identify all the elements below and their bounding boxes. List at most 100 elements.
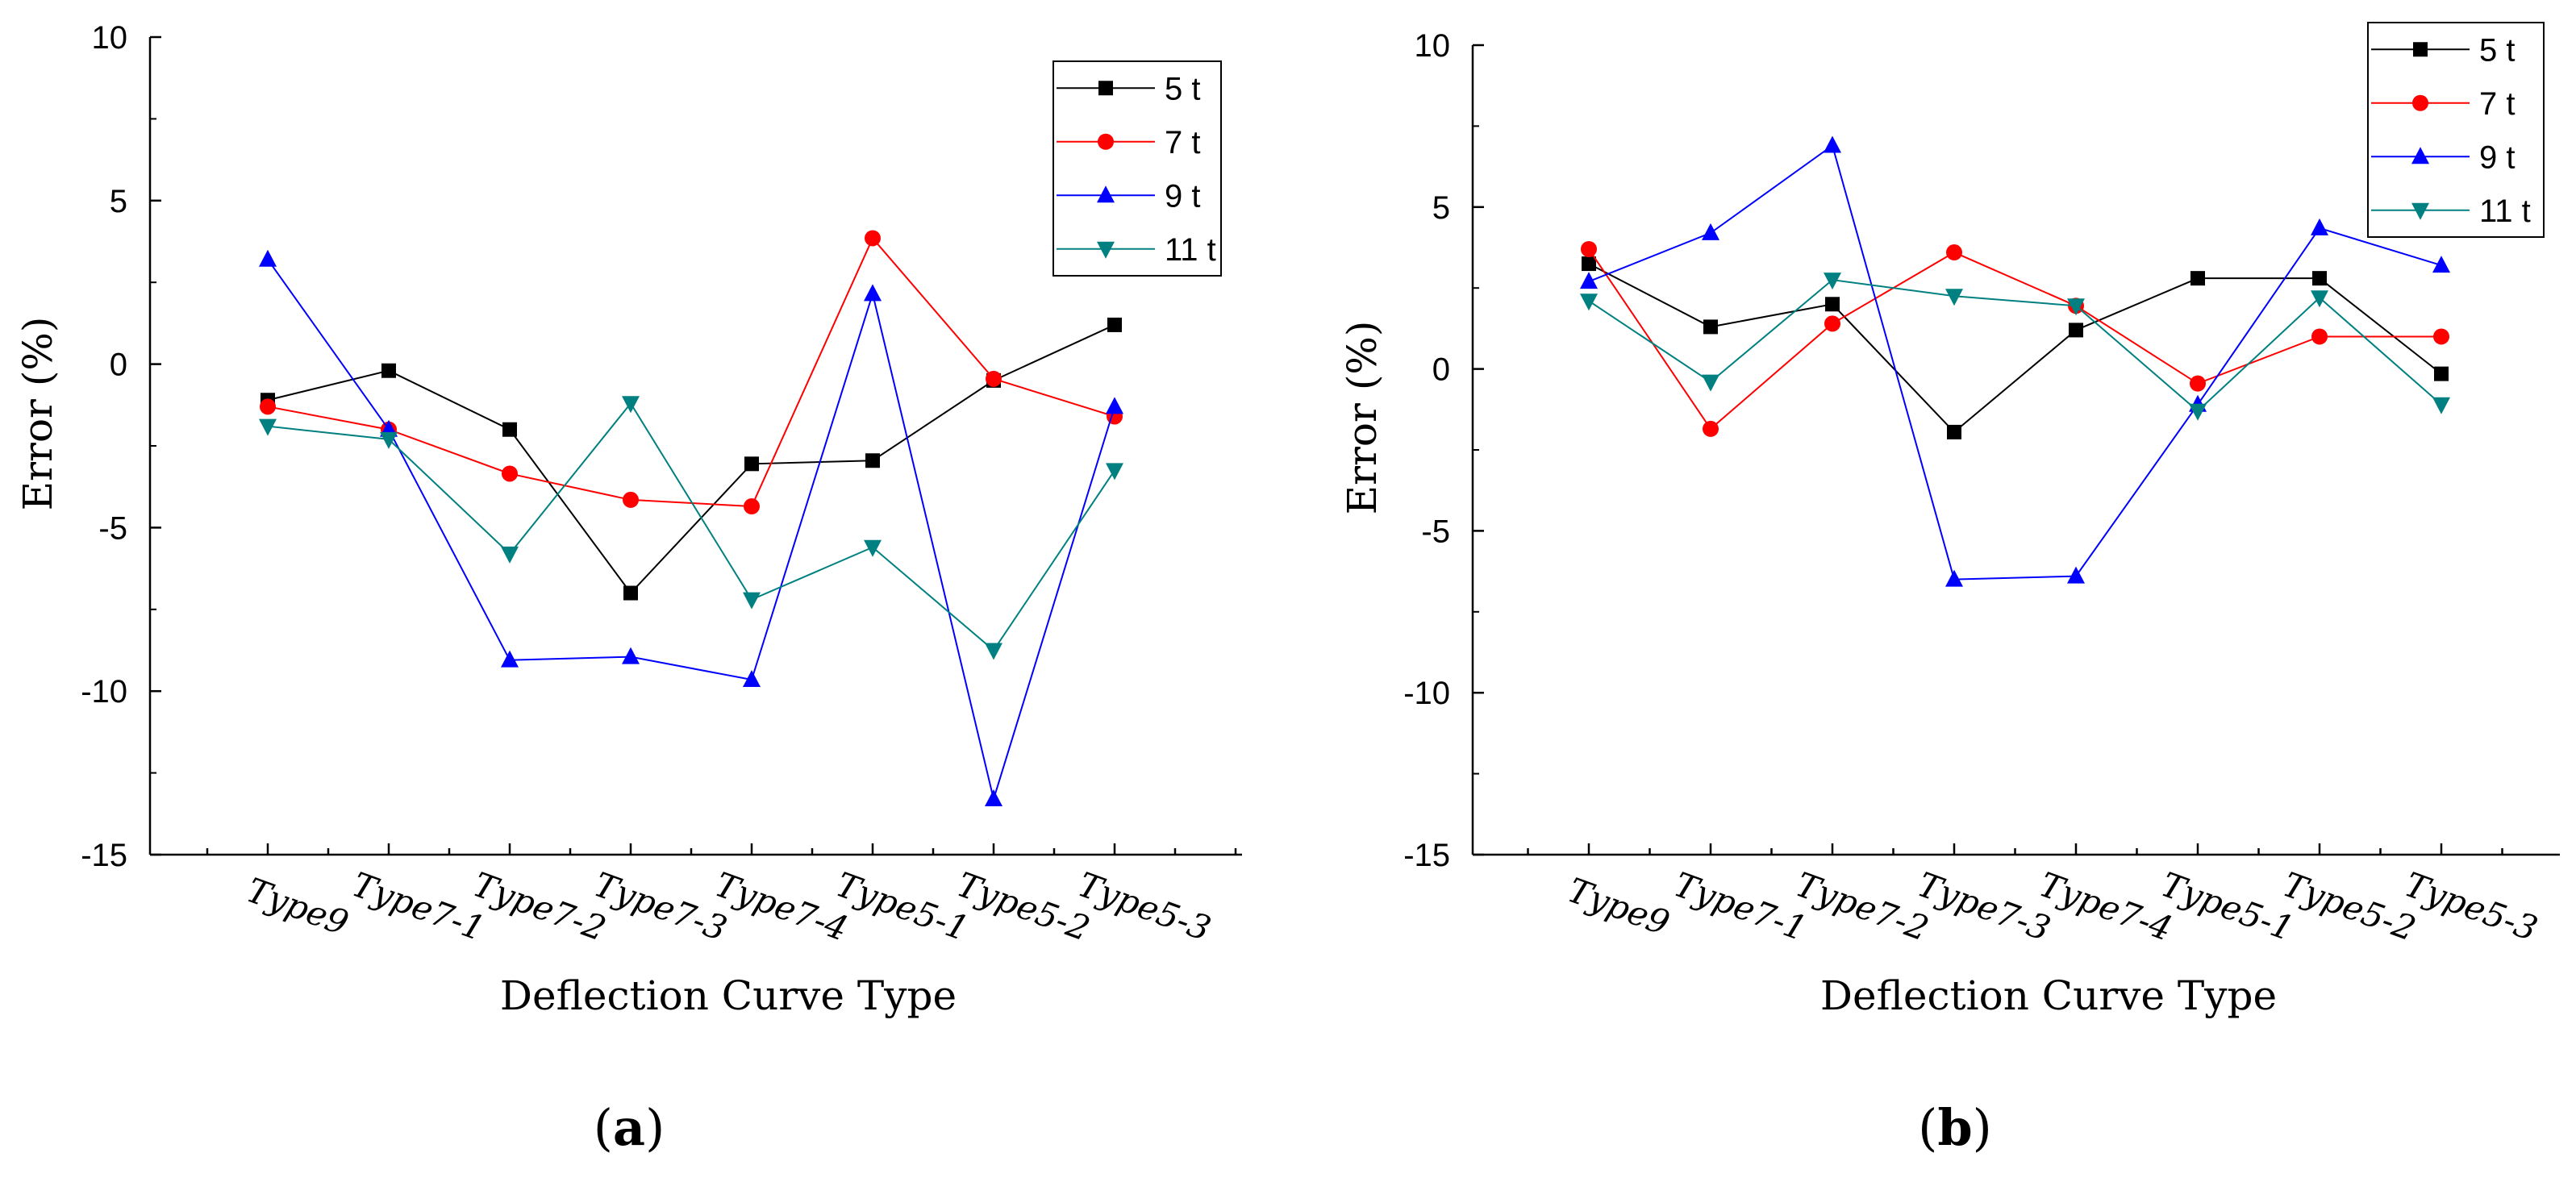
chart-a-y-axis-title: Error (%): [15, 317, 61, 511]
y-tick-label: -15: [1403, 838, 1450, 873]
data-point: [2312, 271, 2327, 286]
data-point: [2434, 366, 2449, 381]
series-7t: [1581, 241, 2449, 437]
y-tick-label: -5: [98, 510, 127, 546]
data-point: [2067, 566, 2085, 584]
data-point: [1825, 297, 1840, 312]
chart-a-panel-label: (a): [594, 1098, 665, 1157]
x-tick-label: Type5-1: [831, 864, 974, 949]
legend-marker: [1097, 241, 1115, 259]
series-line: [267, 236, 1115, 508]
x-tick-label: Type9: [241, 870, 353, 943]
legend-box: [2367, 22, 2545, 238]
data-point: [2189, 403, 2207, 421]
y-tick-label: 10: [1415, 28, 1451, 64]
series-line: [267, 402, 1115, 651]
chart-b-y-axis-title: Error (%): [1339, 321, 1386, 515]
data-point: [1946, 244, 1962, 261]
series-11t: [259, 396, 1123, 660]
data-point: [502, 422, 517, 437]
data-point: [864, 539, 882, 557]
data-point: [1580, 293, 1598, 311]
legend-marker: [2411, 202, 2429, 220]
data-point: [1582, 256, 1596, 272]
series-line: [1588, 279, 2442, 413]
data-point: [985, 789, 1002, 807]
data-point: [259, 418, 277, 436]
chart-a-series: [259, 230, 1123, 807]
chart-b-y-ticks: -15 -10 -5 0 5 10: [1403, 28, 1484, 873]
series-9t: [259, 249, 1123, 807]
data-point: [2190, 375, 2206, 392]
x-tick-label: Type7-3: [589, 864, 732, 949]
data-point: [2311, 218, 2328, 235]
legend-marker: [1098, 81, 1113, 96]
chart-b-legend: 5 t 7 t 9 t 11 t: [2367, 22, 2545, 238]
data-point: [744, 456, 759, 472]
series-line: [267, 324, 1115, 595]
data-point: [743, 670, 761, 688]
legend-marker: [2413, 42, 2428, 57]
x-tick-label: Type5-2: [2278, 864, 2421, 949]
data-point: [2311, 290, 2328, 308]
x-tick-label: Type7-2: [1790, 864, 1934, 949]
data-point: [1702, 223, 1719, 240]
data-point: [622, 647, 640, 664]
data-point: [1945, 289, 1963, 306]
series-line: [1588, 144, 2442, 581]
legend-label: 7 t: [1165, 125, 1200, 160]
data-point: [2069, 323, 2083, 338]
x-tick-label: Type7-4: [710, 864, 853, 949]
data-point: [623, 491, 639, 508]
x-tick-label: Type7-4: [2034, 864, 2178, 949]
data-point: [1703, 420, 1719, 437]
data-point: [744, 498, 760, 515]
data-point: [1947, 424, 1961, 439]
x-tick-label: Type7-3: [1912, 864, 2056, 949]
y-tick-label: -5: [1421, 514, 1450, 549]
chart-b-panel-label: (b): [1918, 1098, 1992, 1157]
legend-marker: [1098, 133, 1114, 150]
x-tick-label: Type5-3: [2399, 864, 2543, 949]
data-point: [622, 396, 640, 414]
data-point: [2432, 397, 2450, 414]
data-point: [2311, 328, 2328, 345]
chart-a-x-ticks: Type9Type7-1Type7-2Type7-3Type7-4Type5-1…: [206, 843, 1237, 949]
data-point: [2432, 256, 2450, 273]
data-point: [259, 249, 277, 267]
legend-marker: [2411, 147, 2429, 164]
data-point: [985, 643, 1002, 660]
y-tick-label: -10: [81, 674, 127, 710]
data-point: [623, 585, 638, 601]
chart-a-legend: 5 t 7 t 9 t 11 t: [1052, 60, 1222, 277]
chart-a-y-ticks: -15 -10 -5 0 5 10: [81, 20, 161, 873]
legend-label: 7 t: [2479, 86, 2515, 122]
chart-b-series: [1580, 135, 2450, 587]
data-point: [1106, 463, 1123, 481]
data-point: [2067, 298, 2085, 316]
x-tick-label: Type7-1: [1669, 864, 1812, 949]
data-point: [1581, 241, 1597, 258]
data-point: [501, 650, 519, 668]
legend-item: 7 t: [2371, 86, 2515, 122]
x-tick-label: Type5-2: [952, 864, 1095, 949]
y-tick-label: 10: [92, 20, 128, 56]
data-point: [1824, 273, 1841, 290]
x-tick-label: Type5-1: [2156, 864, 2299, 949]
data-point: [864, 284, 882, 302]
data-point: [1824, 135, 1841, 153]
data-point: [865, 230, 881, 247]
legend-item: 9 t: [2371, 139, 2515, 175]
series-line: [267, 259, 1115, 802]
x-tick-label: Type5-3: [1073, 864, 1216, 949]
series-5t: [1582, 256, 2449, 439]
chart-a-x-axis-title: Deflection Curve Type: [500, 972, 957, 1019]
data-point: [1945, 569, 1963, 587]
y-tick-label: 5: [110, 184, 127, 219]
legend-item: 7 t: [1057, 125, 1200, 160]
legend-item: 9 t: [1057, 178, 1200, 214]
data-point: [381, 363, 396, 378]
legend-label: 9 t: [1165, 178, 1200, 214]
